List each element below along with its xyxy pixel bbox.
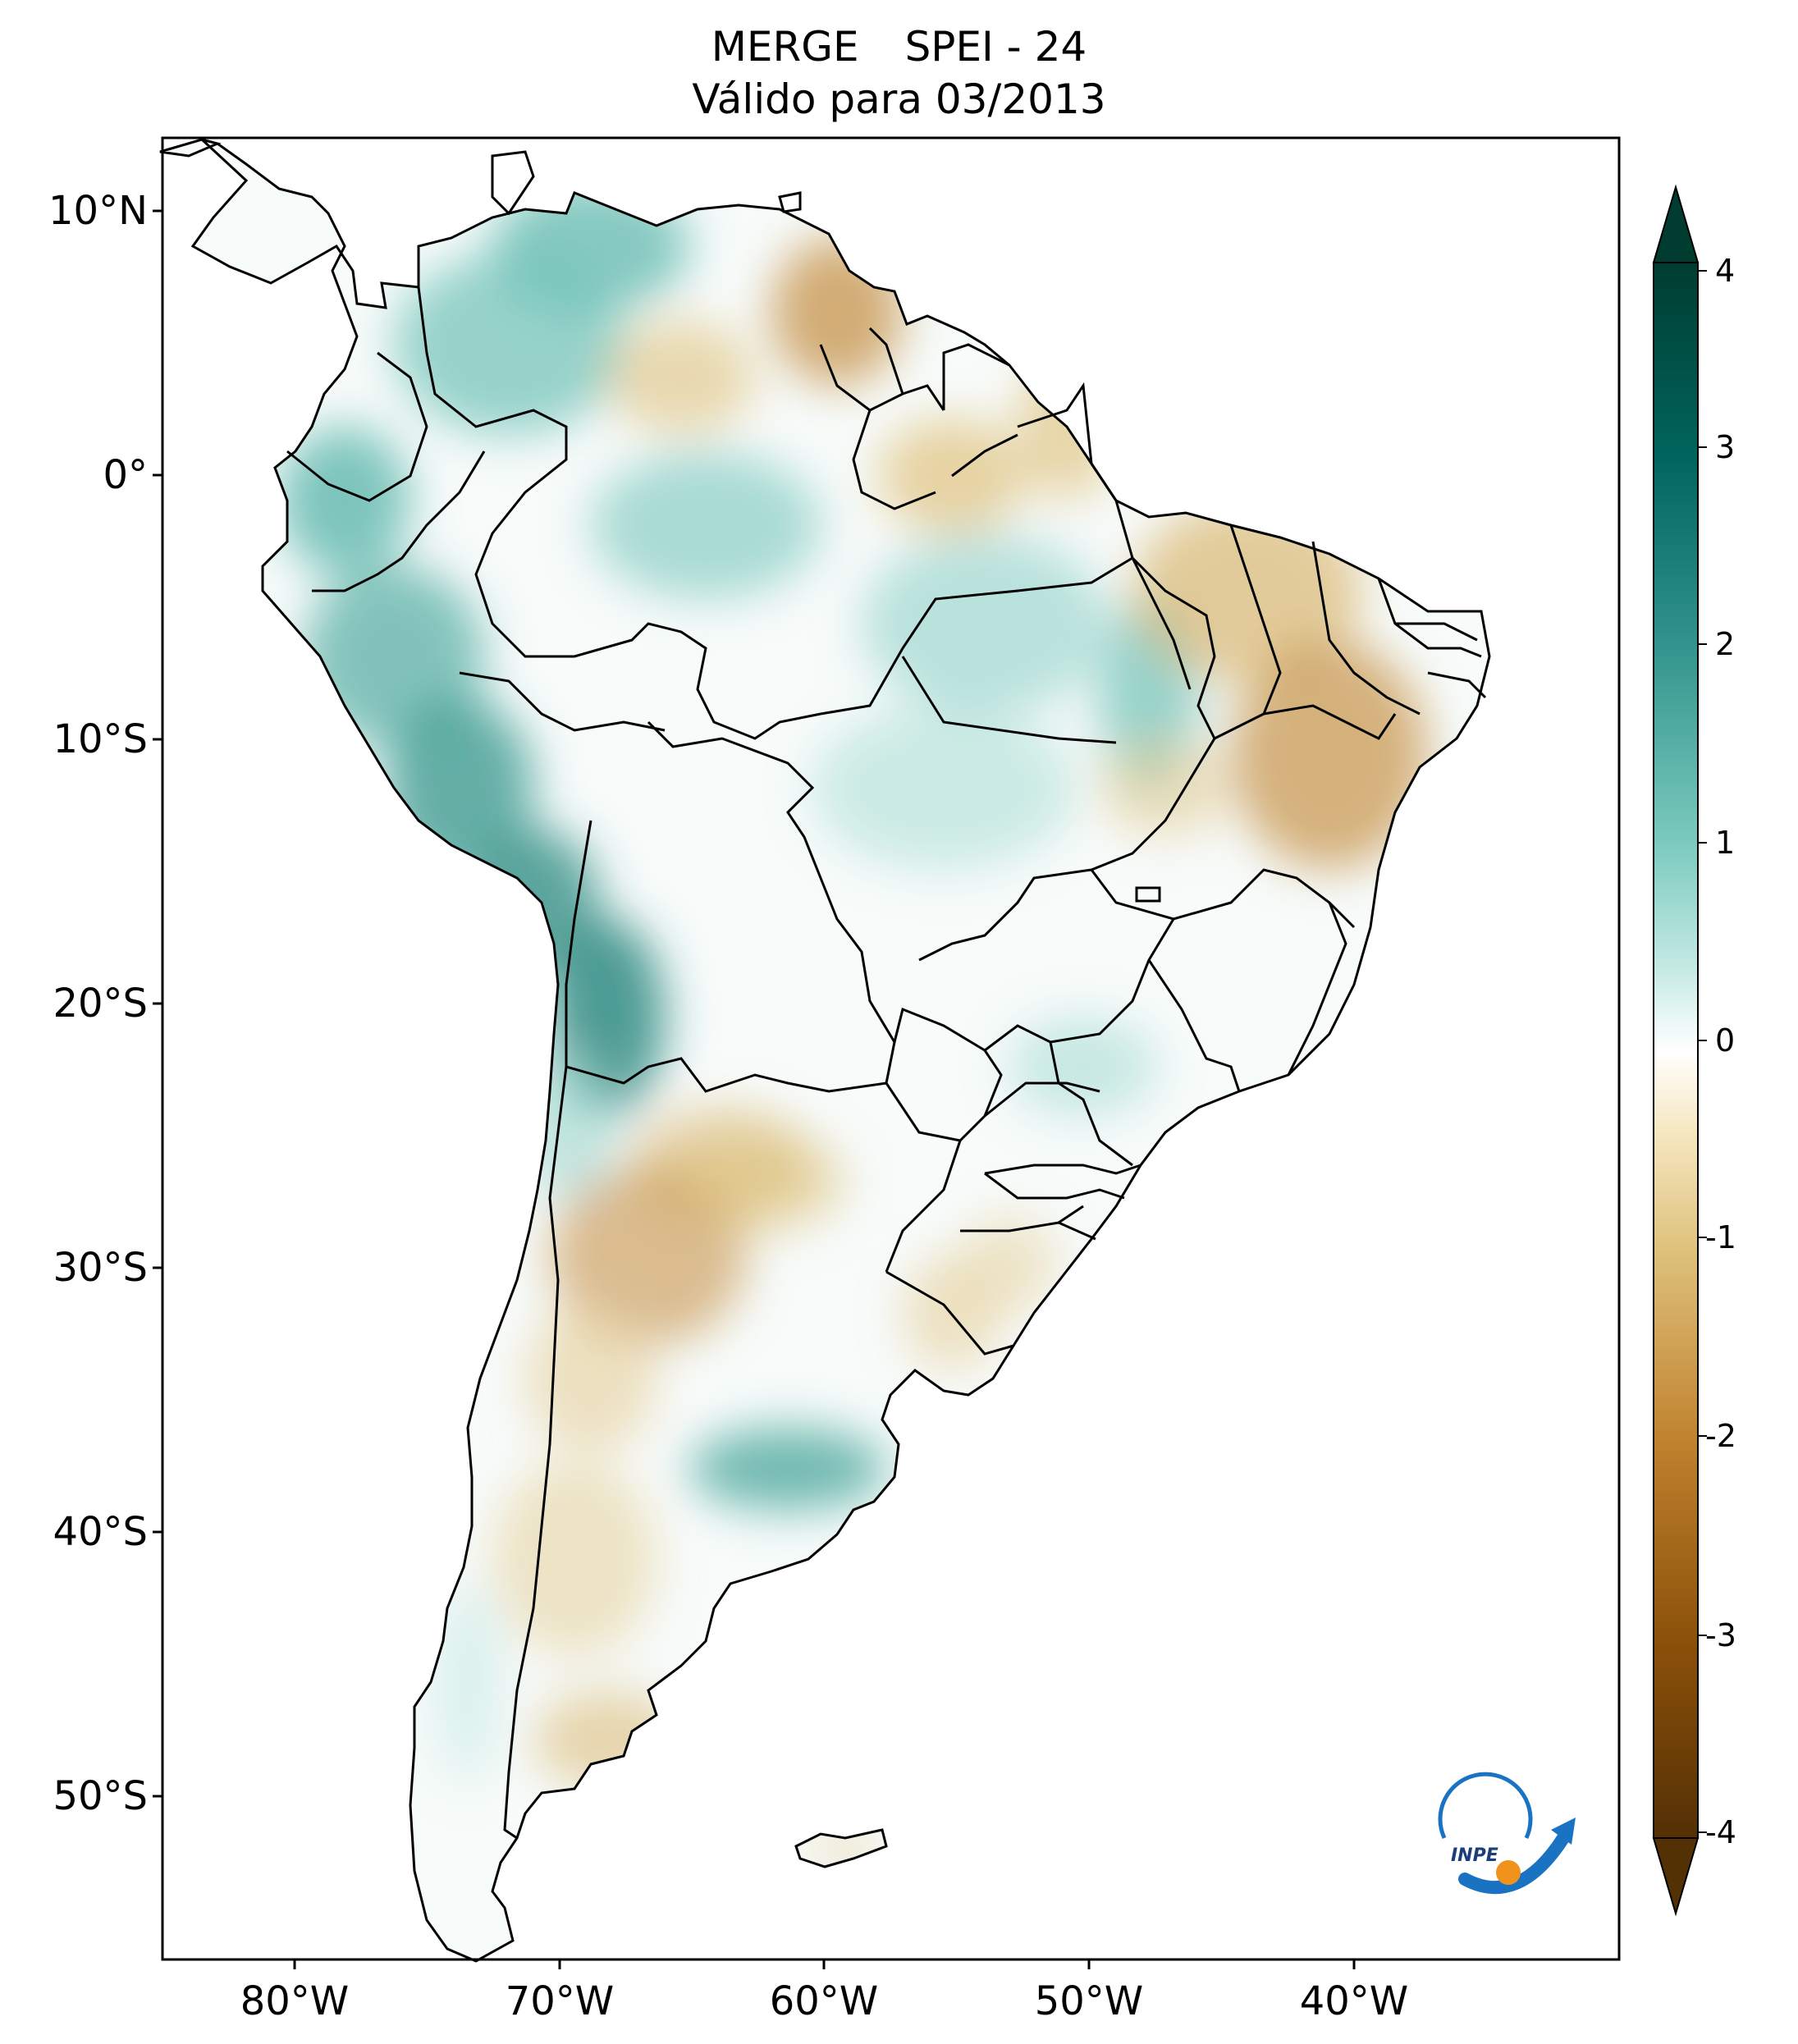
lon-label-40w: 40°W [1299, 1978, 1409, 2024]
colorbar-label-neg4: -4 [1705, 1814, 1736, 1850]
lat-label-0: 0° [103, 452, 148, 498]
colorbar-label-0: 0 [1715, 1022, 1736, 1059]
colorbar-label-1: 1 [1715, 825, 1736, 861]
lat-label-10n: 10°N [48, 188, 148, 234]
lat-label-10s: 10°S [53, 716, 148, 762]
lat-label-20s: 20°S [53, 981, 148, 1027]
lat-label-40s: 40°S [53, 1509, 148, 1555]
logo-ring-icon [1438, 1772, 1533, 1840]
lat-label-50s: 50°S [53, 1773, 148, 1819]
logo-sun-icon [1496, 1860, 1521, 1885]
lat-label-30s: 30°S [53, 1245, 148, 1291]
title-product: MERGE [711, 23, 859, 71]
lon-label-50w: 50°W [1034, 1978, 1144, 2024]
title-index: SPEI - 24 [904, 23, 1087, 71]
colorbar-label-neg3: -3 [1705, 1617, 1736, 1653]
map-subtitle: Válido para 03/2013 [692, 75, 1106, 123]
island-outlines [491, 150, 802, 216]
inpe-logo: INPE [1438, 1772, 1576, 1895]
logo-arrow-icon [1551, 1818, 1576, 1845]
logo-swoosh-icon [1458, 1831, 1570, 1895]
colorbar-label-3: 3 [1715, 429, 1736, 465]
colorbar-min-extension [1652, 1837, 1700, 1917]
political-boundaries [286, 286, 1487, 1840]
lon-label-70w: 70°W [505, 1978, 615, 2024]
colorbar [1652, 184, 1707, 1917]
colorbar-label-neg2: -2 [1705, 1418, 1736, 1454]
map-title: MERGE SPEI - 24 [0, 26, 1798, 67]
lon-label-60w: 60°W [769, 1978, 879, 2024]
colorbar-max-extension [1652, 184, 1700, 263]
colorbar-frame [1653, 262, 1699, 1839]
colorbar-body [1654, 263, 1698, 1838]
colorbar-ticks [1698, 270, 1707, 1833]
lon-label-80w: 80°W [240, 1978, 350, 2024]
lon-ticks [293, 1959, 1356, 1969]
colorbar-label-2: 2 [1715, 626, 1736, 662]
lat-ticks [153, 209, 162, 1798]
logo-text: INPE [1451, 1845, 1498, 1866]
colorbar-label-4: 4 [1715, 253, 1736, 289]
colorbar-label-neg1: -1 [1705, 1219, 1736, 1255]
map-frame [161, 136, 1621, 1961]
